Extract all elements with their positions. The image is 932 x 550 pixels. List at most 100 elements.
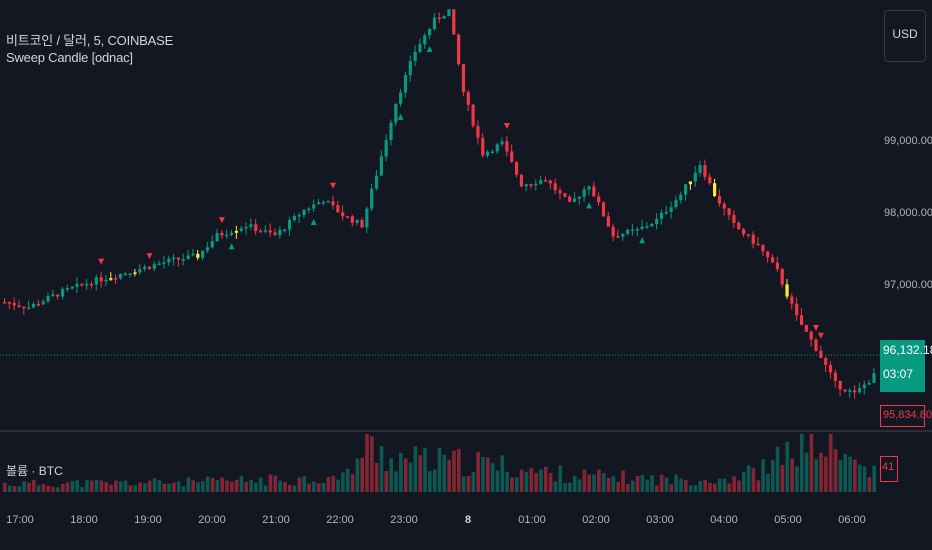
volume-bar	[650, 475, 654, 492]
candle	[249, 224, 253, 227]
volume-value-tag: 41	[880, 456, 898, 482]
volume-bar	[727, 483, 732, 492]
candle	[41, 301, 45, 305]
candle	[630, 229, 635, 232]
candle	[118, 273, 123, 279]
candle	[162, 262, 166, 264]
volume-bar	[780, 465, 785, 492]
candle	[80, 283, 84, 286]
symbol-legend[interactable]: 비트코인 / 달러, 5, COINBASE	[6, 33, 174, 48]
candle	[75, 283, 79, 287]
candle	[698, 165, 702, 173]
currency-button[interactable]: USD	[884, 10, 926, 62]
candle	[819, 350, 823, 359]
volume-bar	[3, 482, 7, 492]
volume-bar	[756, 480, 761, 492]
price-chart[interactable]	[0, 0, 880, 430]
volume-bar	[558, 465, 563, 492]
candle	[471, 104, 475, 126]
volume-chart[interactable]	[0, 432, 880, 492]
candle	[85, 283, 89, 286]
indicator-legend[interactable]: Sweep Candle [odnac]	[6, 50, 133, 65]
candle	[524, 184, 528, 187]
candle	[592, 186, 596, 197]
candle	[133, 272, 137, 274]
candle	[674, 200, 678, 208]
volume-bar	[326, 477, 331, 492]
volume-bar	[814, 459, 819, 492]
candle	[659, 212, 664, 219]
time-axis[interactable]	[0, 506, 880, 536]
candle	[94, 277, 98, 285]
volume-bar	[717, 478, 722, 492]
pane-divider[interactable]	[0, 430, 932, 432]
candle	[577, 196, 581, 199]
volume-bar	[640, 474, 645, 492]
candle	[601, 202, 606, 217]
volume-bar	[355, 458, 360, 492]
volume-bar	[399, 452, 403, 492]
candle	[408, 61, 412, 76]
time-label: 18:00	[70, 514, 98, 526]
volume-bar	[741, 471, 746, 492]
volume-bar	[36, 485, 41, 492]
volume-legend[interactable]: 볼륨 · BTC	[6, 464, 63, 478]
volume-bar	[857, 464, 862, 492]
volume-bar	[341, 472, 345, 492]
candle	[751, 234, 755, 244]
candle	[761, 244, 765, 252]
volume-bar	[230, 481, 234, 492]
volume-bar	[31, 479, 36, 492]
candle	[379, 156, 383, 176]
volume-bar	[539, 469, 543, 492]
volume-bar	[428, 471, 432, 492]
volume-bar	[297, 477, 302, 492]
candle	[51, 294, 55, 297]
price-axis-label: 99,000.00	[884, 135, 932, 147]
sweep-down-marker	[146, 253, 153, 260]
sweep-down-marker	[98, 258, 105, 265]
volume-bar	[442, 454, 447, 492]
candle	[708, 176, 712, 184]
time-label: 03:00	[646, 514, 674, 526]
volume-bar	[379, 446, 384, 492]
date-label: 8	[464, 514, 472, 526]
volume-bar	[597, 469, 601, 492]
current-price-value: 96,132.18	[883, 343, 932, 357]
candle	[254, 224, 258, 231]
volume-bar	[659, 474, 664, 492]
sweep-down-marker	[330, 182, 337, 189]
candle	[220, 233, 224, 236]
volume-bar	[679, 478, 683, 492]
candle	[548, 180, 552, 184]
volume-bar	[316, 483, 321, 492]
time-label: 05:00	[774, 514, 802, 526]
time-label: 04:00	[710, 514, 738, 526]
volume-bar	[799, 434, 804, 492]
volume-bar	[273, 475, 278, 492]
candle	[795, 303, 799, 316]
candle	[65, 288, 69, 290]
candle	[872, 373, 876, 383]
volume-bar	[370, 436, 374, 492]
volume-bar	[65, 482, 70, 492]
volume-bar	[118, 481, 123, 492]
candle	[543, 180, 548, 182]
candle	[534, 183, 538, 186]
time-label: 02:00	[582, 514, 610, 526]
candle	[514, 162, 519, 175]
volume-bar	[350, 474, 355, 492]
volume-bar	[770, 460, 775, 492]
volume-bar	[225, 480, 229, 492]
candle	[741, 229, 746, 235]
volume-bar	[461, 476, 466, 492]
candle	[215, 233, 219, 242]
time-label: 21:00	[262, 514, 290, 526]
volume-bar	[824, 456, 828, 492]
candle	[114, 278, 118, 280]
volume-bar	[563, 483, 567, 492]
candle	[466, 92, 470, 105]
candle	[258, 230, 263, 233]
low-price-tag: 95,834.80	[880, 405, 932, 427]
volume-bar	[601, 473, 606, 492]
